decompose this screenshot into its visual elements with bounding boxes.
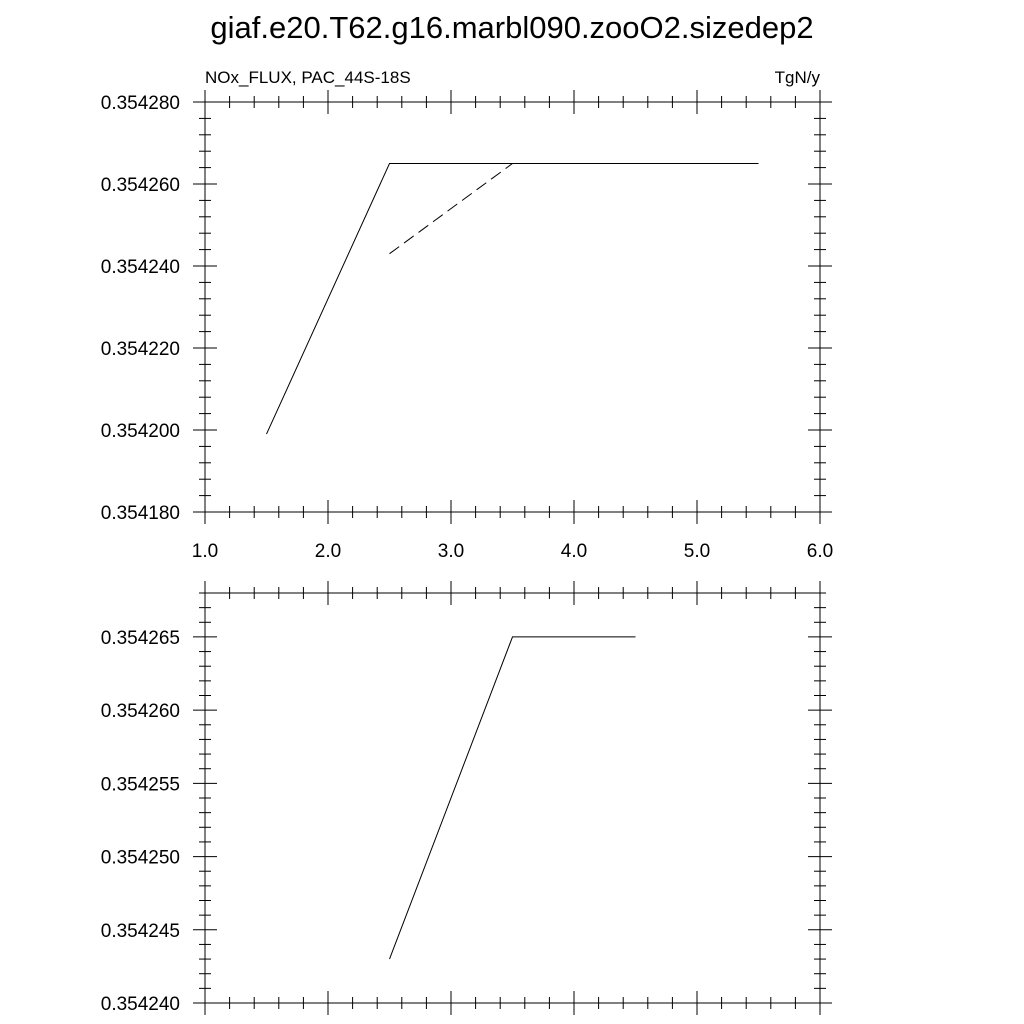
x-tick-label: 3.0	[438, 541, 464, 562]
plot-frame	[204, 592, 821, 1004]
series-line-solid	[266, 163, 759, 435]
plot-frame	[204, 101, 821, 513]
x-tick-label: 5.0	[684, 541, 710, 562]
y-tick-label: 0.354180	[101, 503, 180, 524]
panel-right-label: TgN/y	[775, 68, 821, 87]
figure-title: giaf.e20.T62.g16.marbl090.zooO2.sizedep2	[210, 10, 813, 45]
y-tick-label: 0.354255	[101, 774, 180, 795]
y-tick-label: 0.354260	[101, 175, 180, 196]
top-panel: 1.0 2.0 3.0 4.0 5.0 6.0 0.354180 0.354200 0.3542…	[101, 68, 833, 562]
y-tick-label: 0.354265	[101, 628, 180, 649]
y-tick-label: 0.354245	[101, 921, 180, 942]
y-tick-label: 0.354240	[101, 994, 180, 1015]
panel-left-label: NOx_FLUX, PAC_44S-18S	[205, 68, 411, 87]
y-tick-label: 0.354240	[101, 257, 180, 278]
series-line-dashed	[389, 163, 636, 255]
x-tick-label: 4.0	[561, 541, 587, 562]
x-tick-label: 2.0	[315, 541, 341, 562]
y-tick-label: 0.354260	[101, 701, 180, 722]
y-tick-label: 0.354220	[101, 339, 180, 360]
series-line-solid	[389, 636, 636, 960]
bottom-panel: 0.354240 0.354245 0.354250 0.354255 0.354260…	[101, 581, 832, 1015]
y-tick-label: 0.354250	[101, 848, 180, 869]
y-tick-label: 0.354200	[101, 421, 180, 442]
x-tick-label: 1.0	[192, 541, 218, 562]
y-tick-label: 0.354280	[101, 93, 180, 114]
x-tick-label: 6.0	[807, 541, 833, 562]
